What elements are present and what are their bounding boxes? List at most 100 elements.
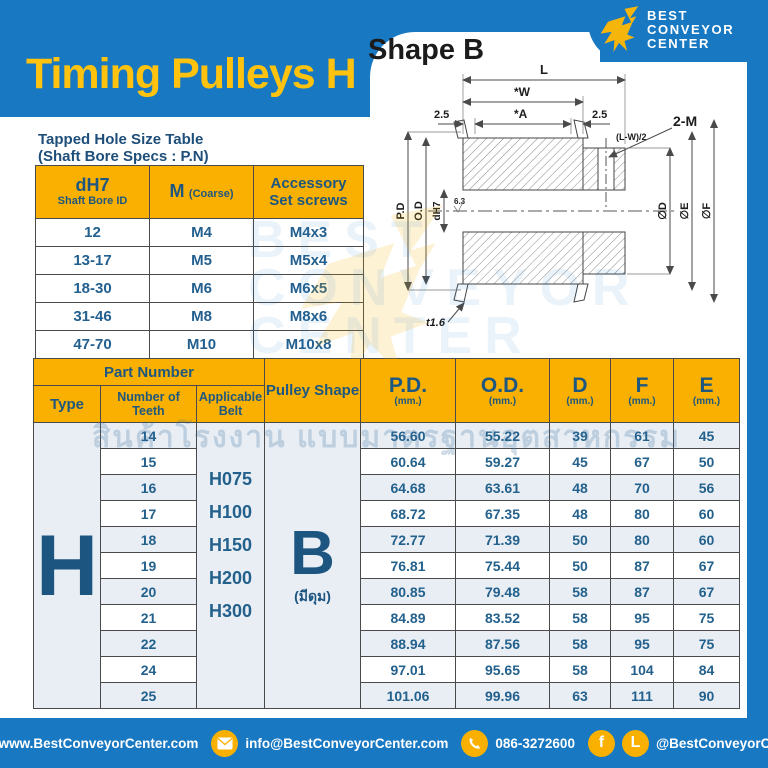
- table-row: 13-17 M5 M5x4: [35, 246, 364, 275]
- cell-d: 39: [549, 422, 611, 449]
- footer-social[interactable]: f L @BestConveyorCenter: [587, 729, 768, 757]
- tapped-table-heading: Tapped Hole Size Table (Shaft Bore Specs…: [38, 131, 209, 165]
- col-header-pulley-shape: Pulley Shape: [264, 358, 361, 423]
- table-row: 31-46 M8 M8x6: [35, 302, 364, 331]
- col-header-od-unit: (mm.): [488, 395, 517, 407]
- col-header-setscrew-line1: Accessory: [270, 175, 347, 192]
- website-link[interactable]: www.BestConveyorCenter.com: [0, 735, 199, 751]
- cell-d: 50: [549, 552, 611, 579]
- table-row: 15 60.64 59.27 45 67 50: [34, 448, 740, 475]
- pulley-section-drawing: L *W *A 2.5 2.5 (L-W)/2 2-M P.D O.D dH7 …: [395, 62, 718, 329]
- footer: www.BestConveyorCenter.com info@BestConv…: [0, 718, 768, 768]
- cell-e: 90: [673, 682, 740, 709]
- cell-d: 45: [549, 448, 611, 475]
- type-cell: H: [33, 422, 101, 709]
- cell-d: 58: [549, 656, 611, 683]
- cell-f: 61: [610, 422, 674, 449]
- dim-L: L: [540, 62, 548, 77]
- cell-bore: 13-17: [35, 246, 150, 275]
- roughness-mark: 6.3: [454, 197, 466, 206]
- dim-A: *A: [514, 107, 528, 121]
- dim-lw2: (L-W)/2: [616, 132, 647, 142]
- dim-W: *W: [514, 85, 531, 99]
- cell-d: 48: [549, 500, 611, 527]
- cell-od: 87.56: [455, 630, 550, 657]
- flange: [453, 119, 469, 139]
- footer-email[interactable]: info@BestConveyorCenter.com: [211, 729, 449, 757]
- belt-item: H075: [208, 469, 253, 489]
- social-handle[interactable]: @BestConveyorCenter: [655, 735, 768, 751]
- roughness-symbol: [453, 199, 465, 213]
- cell-pd: 80.85: [360, 578, 456, 605]
- logo-line: BEST: [647, 8, 689, 23]
- belt-list: H075 H100 H150 H200 H300: [197, 463, 264, 628]
- shape-note: (มีดุม): [294, 587, 331, 604]
- pulley-spec-table: Part Number Pulley Shape P.D. (mm.) O.D.…: [33, 358, 740, 709]
- cell-od: 75.44: [455, 552, 550, 579]
- cell-od: 79.48: [455, 578, 550, 605]
- col-header-belt: Applicable Belt: [196, 385, 265, 423]
- flange: [573, 283, 589, 303]
- cell-od: 83.52: [455, 604, 550, 631]
- tapped-table-heading-line1: Tapped Hole Size Table: [38, 131, 204, 148]
- cell-d: 63: [549, 682, 611, 709]
- cell-m: M5: [149, 246, 254, 275]
- cell-pd: 68.72: [360, 500, 456, 527]
- content-plate-topright: [600, 62, 747, 132]
- belt-cell: H075 H100 H150 H200 H300: [196, 422, 265, 709]
- cell-d: 58: [549, 578, 611, 605]
- cell-e: 45: [673, 422, 740, 449]
- brand-logo: BEST CONVEYOR CENTER: [597, 5, 734, 55]
- facebook-glyph: f: [598, 734, 605, 751]
- cell-teeth: 25: [100, 682, 197, 709]
- cell-od: 55.22: [455, 422, 550, 449]
- cell-od: 95.65: [455, 656, 550, 683]
- cell-f: 95: [610, 630, 674, 657]
- tapped-table-heading-line2: (Shaft Bore Specs : P.N): [38, 148, 209, 165]
- line-glyph: L: [630, 734, 641, 751]
- dim-D: ∅D: [657, 202, 669, 220]
- cell-d: 58: [549, 630, 611, 657]
- cell-teeth: 22: [100, 630, 197, 657]
- dim-margin-right: 2.5: [592, 109, 607, 121]
- col-header-teeth: Number of Teeth: [100, 385, 197, 423]
- pulley-body-upper: [462, 137, 584, 191]
- cell-teeth: 18: [100, 526, 197, 553]
- mail-icon: [211, 729, 239, 757]
- table-row: 47-70 M10 M10x8: [35, 330, 364, 359]
- cell-od: 71.39: [455, 526, 550, 553]
- col-header-m-sub: (Coarse): [188, 188, 234, 200]
- cell-bore: 12: [35, 218, 150, 247]
- cell-f: 87: [610, 552, 674, 579]
- facebook-icon[interactable]: f: [587, 729, 615, 757]
- table-row: 18-30 M6 M6x5: [35, 274, 364, 303]
- cell-e: 84: [673, 656, 740, 683]
- dim-t: t1.6: [426, 317, 446, 329]
- cell-teeth: 21: [100, 604, 197, 631]
- cell-od: 63.61: [455, 474, 550, 501]
- cell-teeth: 14: [100, 422, 197, 449]
- footer-website[interactable]: www.BestConveyorCenter.com: [0, 730, 198, 757]
- cell-e: 50: [673, 448, 740, 475]
- cell-od: 67.35: [455, 500, 550, 527]
- email-link[interactable]: info@BestConveyorCenter.com: [245, 735, 449, 751]
- col-header-f: F (mm.): [610, 358, 674, 423]
- col-header-m-title: M: [169, 181, 185, 201]
- col-header-pd-title: P.D.: [388, 373, 428, 397]
- cell-e: 56: [673, 474, 740, 501]
- col-header-type: Type: [33, 385, 101, 423]
- col-header-e-unit: (mm.): [692, 395, 721, 407]
- cell-pd: 56.60: [360, 422, 456, 449]
- dim-E: ∅E: [679, 203, 691, 220]
- col-header-e: E (mm.): [673, 358, 740, 423]
- footer-phone[interactable]: 086-3272600: [461, 729, 575, 757]
- phone-icon: [461, 729, 489, 757]
- table-row: 16 64.68 63.61 48 70 56: [33, 474, 740, 501]
- col-header-od-title: O.D.: [480, 373, 525, 397]
- table-row: 18 72.77 71.39 50 80 60: [33, 526, 740, 553]
- line-icon[interactable]: L: [621, 729, 649, 757]
- col-header-bore-title: dH7: [75, 175, 110, 195]
- phone-number[interactable]: 086-3272600: [495, 735, 575, 751]
- cell-f: 111: [610, 682, 674, 709]
